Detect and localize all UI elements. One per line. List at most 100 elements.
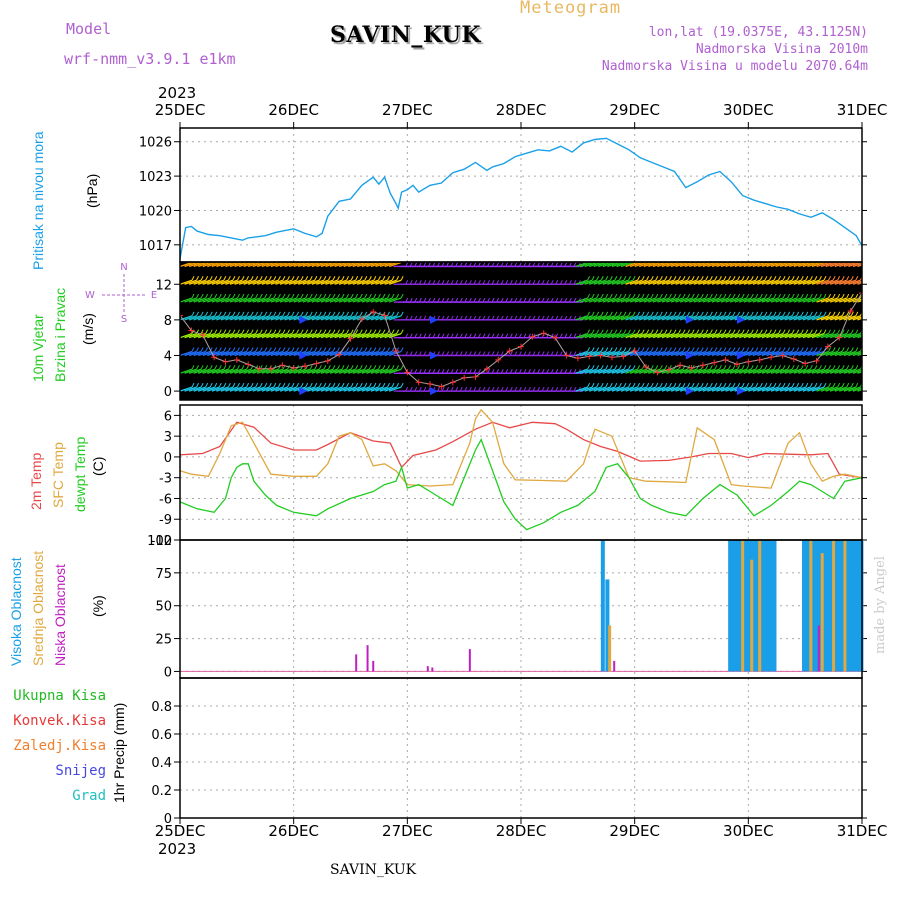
x-tick-label-bottom: 31DEC bbox=[837, 822, 888, 840]
wind-barb-flag bbox=[678, 347, 681, 352]
wind-barb-flag bbox=[623, 329, 627, 334]
model-name: wrf-nmm_v3.9.1 e1km bbox=[64, 50, 236, 68]
wind-barb-flag bbox=[509, 369, 513, 374]
wind-barb bbox=[243, 262, 256, 268]
wind-barb bbox=[807, 279, 820, 285]
wind-barb-flag bbox=[809, 276, 813, 281]
wind-barb bbox=[834, 386, 847, 392]
wind-barb bbox=[629, 333, 643, 339]
wind-barb bbox=[270, 333, 284, 339]
wind-arrow-head bbox=[736, 387, 745, 396]
wind-barb-flag bbox=[746, 311, 750, 317]
wind-barb bbox=[634, 297, 647, 303]
wind-barb-flag bbox=[800, 347, 804, 352]
wind-barb-flag bbox=[482, 386, 486, 392]
wind-barb bbox=[279, 297, 293, 303]
wind-speed-point bbox=[733, 361, 740, 368]
wind-barb bbox=[180, 315, 193, 321]
wind-barb bbox=[725, 315, 738, 321]
wind-speed-point bbox=[699, 362, 706, 369]
wind-barb bbox=[266, 333, 279, 339]
wind-barb bbox=[816, 333, 829, 339]
wind-barb-flag bbox=[528, 297, 531, 303]
cloud-high-bar bbox=[829, 540, 834, 672]
wind-barb bbox=[770, 297, 784, 303]
wind-barb bbox=[734, 279, 747, 285]
wind-barb bbox=[657, 262, 670, 268]
wind-barb-flag bbox=[759, 329, 763, 334]
wind-barb bbox=[220, 315, 234, 321]
wind-barb bbox=[325, 262, 338, 268]
wind-barb bbox=[789, 350, 802, 357]
wind-barb bbox=[798, 368, 811, 374]
wind-barb bbox=[720, 297, 734, 303]
wind-barb bbox=[661, 333, 675, 339]
wind-barb-flag bbox=[828, 311, 831, 317]
wind-barb-flag bbox=[514, 280, 518, 285]
wind-barb bbox=[593, 368, 606, 374]
wind-barb-flag bbox=[737, 311, 741, 317]
wind-barb bbox=[834, 333, 847, 339]
wind-barb-flag bbox=[773, 382, 777, 388]
wind-barb-flag bbox=[359, 329, 363, 334]
wind-barb-flag bbox=[441, 315, 445, 321]
wind-barb-flag bbox=[291, 311, 295, 317]
wind-barb-flag bbox=[865, 258, 867, 262]
wind-barb bbox=[693, 368, 706, 374]
wind-barb bbox=[370, 333, 384, 339]
wind-barb bbox=[802, 333, 816, 339]
wind-barb-flag bbox=[709, 365, 713, 370]
wind-barb bbox=[666, 279, 679, 285]
wind-barb bbox=[211, 333, 225, 339]
wind-barb bbox=[798, 350, 811, 357]
wind-barb bbox=[852, 333, 862, 339]
wind-barb-flag bbox=[391, 293, 395, 299]
wind-barb bbox=[579, 386, 593, 392]
wind-barb bbox=[207, 297, 220, 303]
wind-barb-flag bbox=[523, 369, 527, 374]
wind-barb-flag bbox=[387, 382, 390, 388]
wind-barb bbox=[307, 262, 320, 268]
wind-speed-point bbox=[768, 354, 775, 361]
wind-barb bbox=[598, 315, 611, 321]
wind-barb bbox=[775, 315, 788, 321]
wind-barb-flag bbox=[541, 315, 545, 321]
wind-barb bbox=[220, 386, 234, 392]
wind-barb-flag bbox=[282, 311, 286, 317]
wind-barb-flag bbox=[623, 311, 627, 317]
wind-barb-flag bbox=[732, 329, 736, 334]
wind-barb bbox=[188, 333, 202, 339]
wind-barb-flag bbox=[237, 365, 240, 370]
wind-barb bbox=[757, 315, 770, 321]
wind-barb bbox=[193, 333, 206, 339]
wind-barb bbox=[261, 368, 275, 374]
wind-barb-flag bbox=[805, 311, 809, 317]
cloud-high-bar bbox=[825, 540, 830, 672]
wind-barb-flag bbox=[587, 365, 591, 370]
wind-barb bbox=[675, 386, 688, 392]
wind-barb-flag bbox=[405, 315, 409, 321]
wind-barb-flag bbox=[259, 329, 263, 334]
wind-barb-flag bbox=[737, 347, 741, 352]
wind-barb bbox=[266, 279, 279, 285]
wind-barb-flag bbox=[841, 382, 845, 388]
wind-barb-flag bbox=[414, 315, 418, 321]
wind-barb-flag bbox=[687, 329, 691, 334]
wind-barb-flag bbox=[482, 297, 486, 303]
wind-barb bbox=[334, 262, 347, 268]
wind-barb-flag bbox=[209, 329, 213, 334]
wind-barb-flag bbox=[637, 347, 641, 352]
wind-barb-flag bbox=[491, 297, 495, 303]
wind-barb bbox=[180, 297, 193, 303]
wind-barb-flag bbox=[214, 382, 218, 388]
wind-barb-flag bbox=[455, 333, 459, 338]
wind-barb bbox=[611, 386, 625, 392]
wind-barb bbox=[579, 333, 593, 339]
x-tick-label-top: 30DEC bbox=[723, 101, 774, 119]
wind-barb-flag bbox=[355, 276, 359, 281]
wind-barb bbox=[352, 297, 365, 303]
cloud-high-bar bbox=[745, 540, 750, 672]
wind-barb bbox=[689, 297, 702, 303]
wind-barb-flag bbox=[255, 382, 259, 388]
wind-barb bbox=[643, 315, 656, 321]
